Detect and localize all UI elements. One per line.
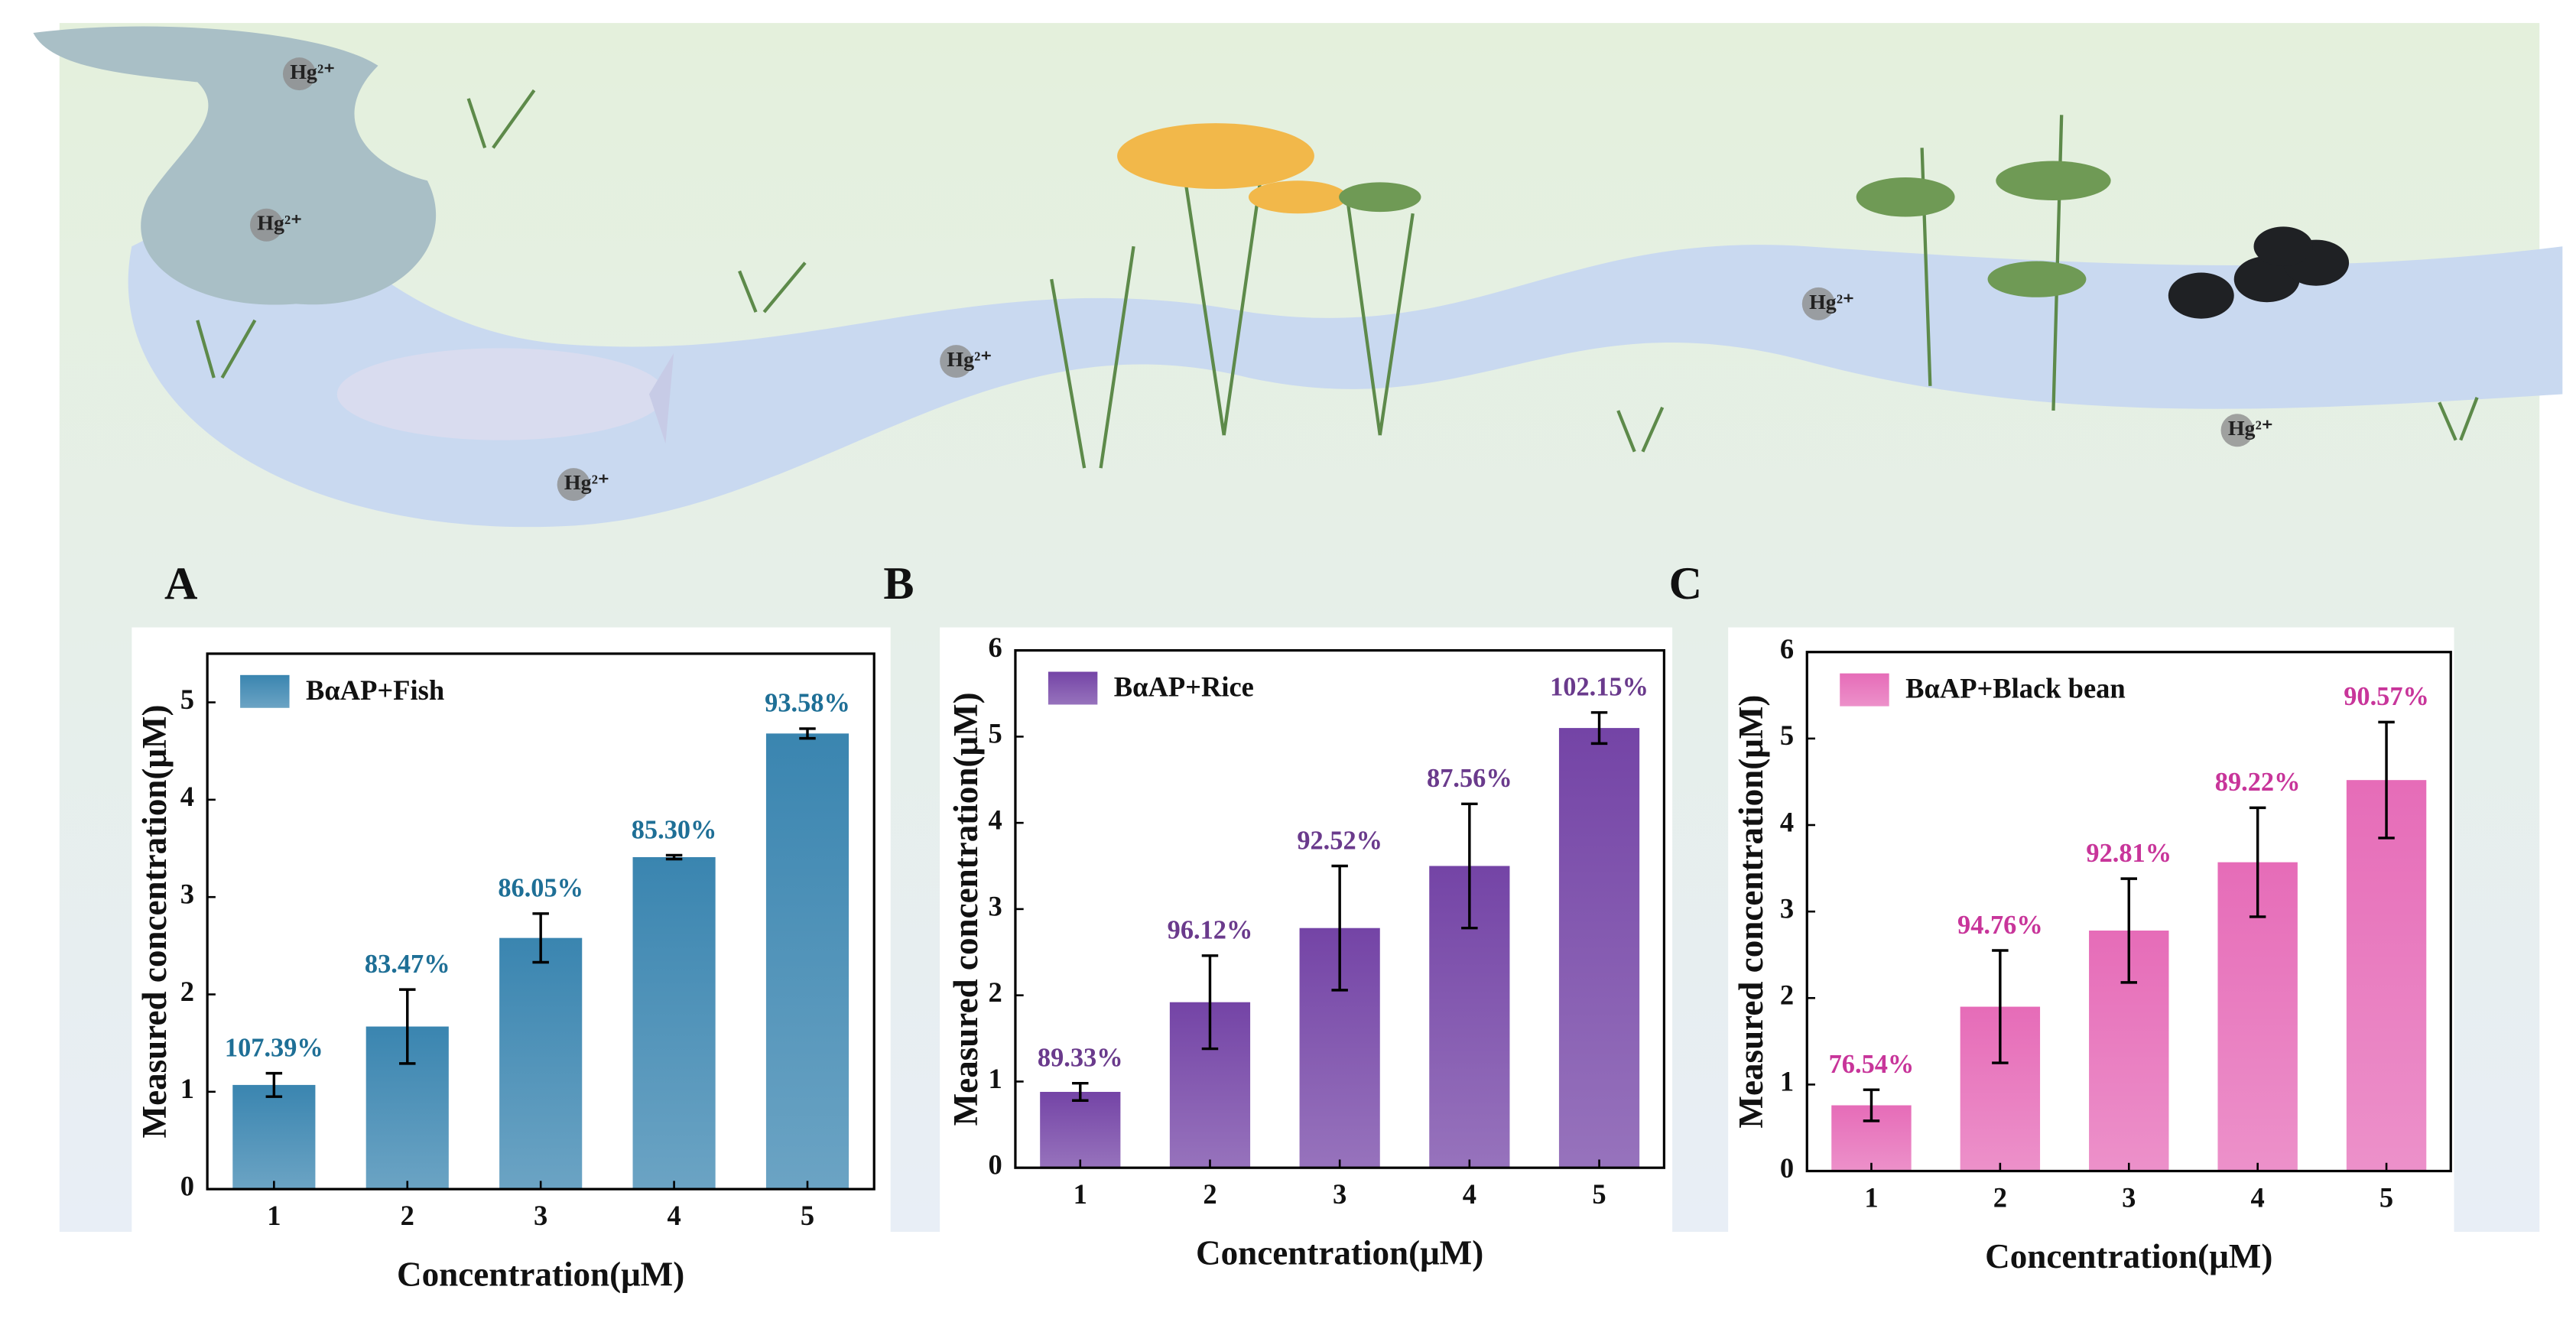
hg-ion <box>249 208 283 242</box>
bar-annotation: 96.12% <box>1168 916 1253 945</box>
y-tick-label: 1 <box>989 1063 1002 1094</box>
hg-label: Hg²⁺ <box>564 471 609 495</box>
y-tick-label: 4 <box>989 804 1002 836</box>
x-tick-label: 4 <box>2251 1182 2265 1213</box>
hg-ion <box>1801 287 1835 320</box>
y-axis-label: Measured concentration(μM) <box>1732 695 1770 1129</box>
legend-label: BαAP+Black bean <box>1905 673 2126 704</box>
bar-annotation: 93.58% <box>765 689 850 718</box>
x-tick-label: 1 <box>1864 1182 1878 1213</box>
legend-label: BαAP+Rice <box>1114 671 1254 703</box>
bar-annotation: 89.33% <box>1038 1044 1123 1073</box>
bar-annotation: 102.15% <box>1550 673 1649 702</box>
fish-tail <box>648 352 674 443</box>
bar <box>232 1084 316 1190</box>
panel-letter: B <box>883 558 914 609</box>
bar-annotation: 94.76% <box>1957 911 2043 940</box>
y-tick-label: 1 <box>1780 1066 1794 1097</box>
black-beans <box>2168 226 2350 319</box>
rice-grains <box>1117 123 1347 214</box>
bar-annotation: 83.47% <box>365 950 450 979</box>
y-tick-label: 6 <box>1780 633 1794 664</box>
y-tick-label: 2 <box>1780 980 1794 1011</box>
x-axis-label: Concentration(μM) <box>397 1255 684 1293</box>
x-tick-label: 2 <box>1203 1178 1217 1210</box>
x-tick-label: 4 <box>667 1200 681 1231</box>
leaves <box>1339 161 2111 297</box>
bar-annotation: 89.22% <box>2215 768 2301 797</box>
y-tick-label: 2 <box>989 976 1002 1008</box>
hg-label: Hg²⁺ <box>2228 417 2273 440</box>
y-tick-label: 0 <box>1780 1152 1794 1184</box>
x-tick-label: 3 <box>2122 1182 2136 1213</box>
bar <box>765 733 849 1190</box>
bar-annotation: 107.39% <box>225 1033 323 1062</box>
plot-frame <box>206 652 875 1191</box>
hg-ion <box>940 345 973 378</box>
y-tick-label: 0 <box>180 1171 194 1202</box>
bar-annotation: 92.81% <box>2086 839 2172 868</box>
x-tick-label: 1 <box>1074 1178 1087 1210</box>
hg-ion <box>557 468 590 502</box>
x-tick-label: 4 <box>1463 1178 1476 1210</box>
hg-label: Hg²⁺ <box>1809 291 1854 314</box>
x-tick-label: 2 <box>1993 1182 2007 1213</box>
x-tick-label: 2 <box>401 1200 414 1231</box>
legend-swatch <box>1048 671 1098 705</box>
legend-swatch <box>240 674 290 708</box>
x-tick-label: 5 <box>801 1200 814 1231</box>
y-tick-label: 4 <box>1780 806 1794 837</box>
hg-ion <box>2220 414 2254 447</box>
x-tick-label: 5 <box>2379 1182 2393 1213</box>
y-tick-label: 6 <box>989 632 1002 663</box>
y-tick-label: 5 <box>1780 720 1794 751</box>
panel-letter: A <box>164 558 197 609</box>
x-tick-label: 1 <box>267 1200 281 1231</box>
x-tick-label: 3 <box>1333 1178 1346 1210</box>
hg-label: Hg²⁺ <box>257 212 302 236</box>
y-tick-label: 1 <box>180 1073 194 1104</box>
x-axis-label: Concentration(μM) <box>1985 1237 2272 1275</box>
y-tick-label: 4 <box>180 781 194 812</box>
y-tick-label: 5 <box>180 684 194 715</box>
x-tick-label: 5 <box>1592 1178 1606 1210</box>
y-tick-label: 3 <box>180 879 194 910</box>
fish <box>336 348 666 440</box>
legend-swatch <box>1840 673 1889 707</box>
bar-annotation: 86.05% <box>498 874 583 903</box>
y-axis-label: Measured concentration(μM) <box>947 692 985 1126</box>
hg-label: Hg²⁺ <box>947 348 992 372</box>
bar <box>499 937 583 1190</box>
legend-label: BαAP+Fish <box>306 674 444 706</box>
bar <box>1040 1091 1121 1168</box>
bar-annotation: 85.30% <box>632 815 717 844</box>
plot-frame <box>1014 648 1665 1169</box>
y-tick-label: 0 <box>989 1149 1002 1181</box>
y-tick-label: 2 <box>180 976 194 1007</box>
y-tick-label: 5 <box>989 718 1002 749</box>
x-axis-label: Concentration(μM) <box>1196 1234 1483 1272</box>
bar <box>2346 780 2427 1171</box>
y-tick-label: 3 <box>989 890 1002 921</box>
bar-annotation: 87.56% <box>1427 764 1512 793</box>
y-tick-label: 3 <box>1780 892 1794 924</box>
panel-letter: C <box>1669 558 1702 609</box>
bar-annotation: 76.54% <box>1829 1050 1915 1079</box>
rock <box>33 26 437 305</box>
x-tick-label: 3 <box>534 1200 547 1231</box>
bar-annotation: 90.57% <box>2344 682 2429 711</box>
river <box>128 180 2563 528</box>
bar-annotation: 92.52% <box>1297 826 1382 855</box>
bar <box>632 856 716 1190</box>
hg-ion <box>282 57 316 91</box>
plot-frame <box>1805 651 2452 1173</box>
hg-label: Hg²⁺ <box>290 60 335 84</box>
bar <box>1558 728 1640 1168</box>
y-axis-label: Measured concentration(μM) <box>135 705 174 1139</box>
